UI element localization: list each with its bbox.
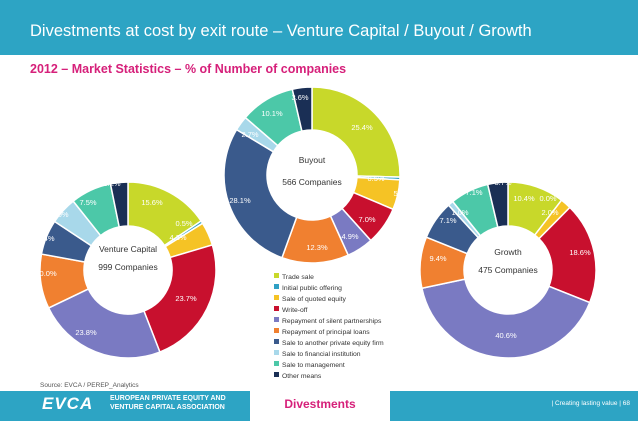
evca-logo: EVCA bbox=[42, 394, 94, 413]
donut-center-title: Venture Capital bbox=[99, 244, 157, 254]
legend-swatch bbox=[274, 328, 279, 333]
logo-line-1: EUROPEAN PRIVATE EQUITY AND bbox=[110, 395, 226, 402]
legend-swatch bbox=[274, 372, 279, 377]
legend-item: Repayment of principal loans bbox=[274, 328, 384, 339]
donut-slice bbox=[421, 278, 591, 359]
data-label: 1.0% bbox=[451, 208, 468, 217]
page-title: Divestments at cost by exit route – Vent… bbox=[30, 22, 532, 40]
legend-item: Repayment of silent partnerships bbox=[274, 317, 384, 328]
donut-venture-capital: Venture Capital 999 Companies 15.6% 0.5% 4.3… bbox=[35, 179, 217, 359]
data-label: 0.5% bbox=[367, 174, 384, 183]
legend-label: Other means bbox=[282, 373, 322, 380]
data-label: 3.6% bbox=[291, 93, 308, 102]
legend-label: Sale to another private equity firm bbox=[282, 340, 384, 347]
data-label: 0.5% bbox=[175, 219, 192, 228]
data-label: 5.5% bbox=[393, 189, 410, 198]
donut-slice bbox=[291, 86, 313, 133]
legend-swatch bbox=[274, 350, 279, 355]
legend-item: Sale to financial institution bbox=[274, 350, 384, 361]
donut-growth: Growth 475 Companies 10.4% 0.0% 2.0% 18.6% 40.… bbox=[419, 178, 597, 359]
donut-slice bbox=[142, 243, 217, 353]
data-label: 3.7% bbox=[494, 178, 511, 187]
donut-slice bbox=[47, 287, 161, 359]
data-label: 2.0% bbox=[541, 208, 558, 217]
donut-slice bbox=[486, 181, 509, 229]
legend-swatch bbox=[274, 306, 279, 311]
legend-label: Trade sale bbox=[282, 274, 314, 281]
data-label: 10.0% bbox=[35, 269, 57, 278]
data-label: 4.9% bbox=[341, 232, 358, 241]
data-label: 28.1% bbox=[229, 196, 251, 205]
donut-center-count: 999 Companies bbox=[98, 262, 158, 272]
data-label: 4.3% bbox=[169, 233, 186, 242]
data-label: 0.0% bbox=[539, 194, 556, 203]
donut-center-count: 475 Companies bbox=[478, 265, 538, 275]
data-label: 9.4% bbox=[429, 254, 446, 263]
legend-label: Sale to management bbox=[282, 362, 345, 369]
chart-legend: Trade sale Initial public offering Sale of… bbox=[274, 273, 384, 383]
legend-item: Write-off bbox=[274, 306, 384, 317]
legend-swatch bbox=[274, 273, 279, 278]
footer-section-label: Divestments bbox=[284, 397, 356, 411]
legend-label: Write-off bbox=[282, 307, 308, 314]
data-label: 25.4% bbox=[351, 123, 373, 132]
data-label: 23.7% bbox=[175, 294, 197, 303]
data-label: 23.8% bbox=[75, 328, 97, 337]
data-label: 7.1% bbox=[439, 216, 456, 225]
data-label: 15.6% bbox=[141, 198, 163, 207]
data-label: 7.0% bbox=[358, 215, 375, 224]
legend-item: Trade sale bbox=[274, 273, 384, 284]
data-label: 40.6% bbox=[495, 331, 517, 340]
header-bar bbox=[0, 0, 638, 55]
legend-item: Sale to management bbox=[274, 361, 384, 372]
data-label: 5.0% bbox=[51, 210, 68, 219]
donut-slice bbox=[311, 86, 401, 178]
donut-center-title: Buyout bbox=[299, 155, 326, 165]
page-subtitle: 2012 – Market Statistics – % of Number o… bbox=[30, 62, 347, 76]
legend-label: Sale of quoted equity bbox=[282, 296, 346, 303]
data-label: 6.4% bbox=[37, 234, 54, 243]
donut-center-title: Growth bbox=[494, 247, 522, 257]
legend-swatch bbox=[274, 361, 279, 366]
legend-swatch bbox=[274, 317, 279, 322]
legend-item: Sale to another private equity firm bbox=[274, 339, 384, 350]
data-label: 12.3% bbox=[306, 243, 328, 252]
legend-item: Initial public offering bbox=[274, 284, 384, 295]
legend-item: Other means bbox=[274, 372, 384, 383]
legend-item: Sale of quoted equity bbox=[274, 295, 384, 306]
evca-logo-text: EUROPEAN PRIVATE EQUITY AND VENTURE CAPI… bbox=[110, 394, 226, 412]
legend-label: Repayment of principal loans bbox=[282, 329, 370, 336]
donut-center-count: 566 Companies bbox=[282, 177, 342, 187]
donut-slice bbox=[223, 128, 298, 259]
data-label: 7.1% bbox=[465, 188, 482, 197]
legend-label: Initial public offering bbox=[282, 285, 342, 292]
legend-label: Sale to financial institution bbox=[282, 351, 361, 358]
source-note: Source: EVCA / PEREP_Analytics bbox=[40, 382, 139, 389]
legend-swatch bbox=[274, 284, 279, 289]
data-label: 10.4% bbox=[513, 194, 535, 203]
donut-slice bbox=[109, 181, 129, 228]
logo-line-2: VENTURE CAPITAL ASSOCIATION bbox=[110, 404, 225, 411]
data-label: 3.2% bbox=[103, 179, 120, 188]
footer-slogan: | Creating lasting value | 68 bbox=[551, 400, 630, 407]
data-label: 2.7% bbox=[241, 130, 258, 139]
donut-buyout: Buyout 566 Companies 25.4% 0.5% 5.5% 7.0%4.9%… bbox=[223, 86, 411, 264]
footer-section-box bbox=[250, 391, 390, 421]
legend-label: Repayment of silent partnerships bbox=[282, 318, 382, 325]
legend-swatch bbox=[274, 295, 279, 300]
data-label: 18.6% bbox=[569, 248, 591, 257]
data-label: 10.1% bbox=[261, 109, 283, 118]
data-label: 7.5% bbox=[79, 198, 96, 207]
legend-swatch bbox=[274, 339, 279, 344]
